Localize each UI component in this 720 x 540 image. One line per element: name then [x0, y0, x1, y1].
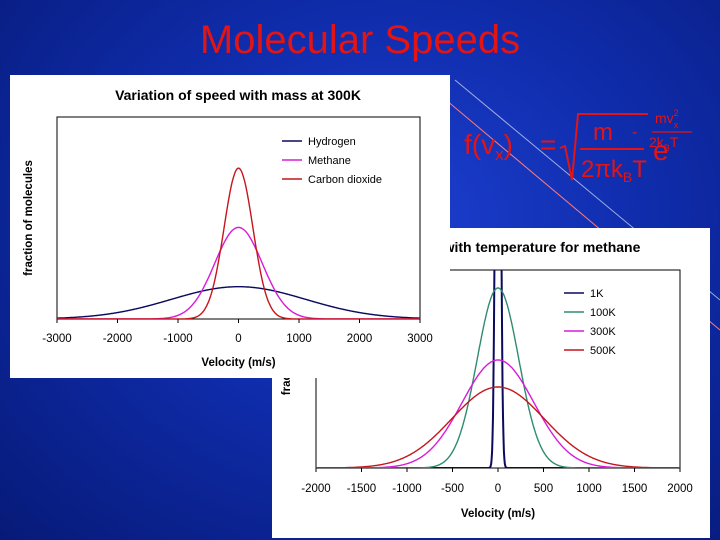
svg-text:2πkBT: 2πkBT — [581, 156, 647, 185]
svg-text:2kBT: 2kBT — [649, 134, 679, 153]
x-tick-label: 2000 — [347, 333, 373, 345]
x-tick-label: 500 — [534, 483, 553, 495]
speed-distribution-formula: f(vx) = m 2πkBT e - mv2 x 2kBT — [464, 108, 692, 185]
formula-denominator-tail: T — [632, 156, 647, 183]
series-group — [57, 167, 420, 319]
x-tick-label: 0 — [235, 333, 241, 345]
x-tick-label: -2000 — [301, 483, 330, 495]
formula-exp-sign: - — [632, 124, 637, 141]
chart-title: with temperature for methane — [443, 239, 641, 255]
chart-panel-mass: Variation of speed with mass at 300K -300… — [10, 75, 450, 378]
series-line-500k — [316, 386, 680, 468]
series-line-100k — [316, 287, 680, 468]
slide-title: Molecular Speeds — [199, 18, 521, 62]
formula-numerator: m — [593, 119, 613, 146]
x-tick-label: 2000 — [667, 483, 693, 495]
legend-label: Hydrogen — [308, 136, 356, 148]
legend-label: Carbon dioxide — [308, 174, 382, 186]
legend-label: 100K — [590, 307, 616, 319]
series-line-methane — [57, 226, 420, 319]
chart-title: Variation of speed with mass at 300K — [115, 87, 361, 103]
x-tick-label: -1000 — [392, 483, 421, 495]
x-tick-label: -500 — [441, 483, 464, 495]
formula-exp-sup: 2 — [674, 108, 679, 118]
formula-lhs-close: ) — [504, 129, 513, 160]
x-tick-label: -2000 — [103, 333, 132, 345]
formula-denominator: 2πk — [581, 156, 624, 183]
x-axis-label: Velocity (m/s) — [461, 508, 535, 520]
legend-label: 300K — [590, 326, 616, 338]
formula-equals: = — [540, 129, 556, 160]
legend-label: Methane — [308, 155, 351, 167]
legend-label: 500K — [590, 345, 616, 357]
formula-exp-numerator: mv — [655, 110, 674, 126]
legend-label: 1K — [590, 288, 604, 300]
chart-mass: Variation of speed with mass at 300K -300… — [23, 87, 433, 369]
svg-text:f(vx): f(vx) — [464, 129, 513, 164]
series-line-hydrogen — [57, 285, 420, 319]
x-tick-label: 1000 — [286, 333, 312, 345]
x-tick-label: 0 — [495, 483, 501, 495]
formula-denominator-sub: B — [623, 169, 632, 185]
formula-exp-denominator-tail: T — [670, 134, 679, 150]
series-group — [316, 270, 680, 468]
formula-exp-denominator-sub: B — [664, 143, 670, 153]
formula-exp-sub: x — [674, 120, 679, 130]
x-tick-label: -3000 — [42, 333, 71, 345]
series-line-carbon-dioxide — [57, 167, 420, 319]
series-line-300k — [316, 359, 680, 468]
plot-area-frame — [56, 116, 421, 320]
formula-exp-base: e — [653, 135, 669, 166]
formula-lhs: f(v — [464, 129, 495, 160]
x-tick-label: 1500 — [622, 483, 648, 495]
x-axis-label: Velocity (m/s) — [201, 357, 275, 369]
x-tick-label: 3000 — [407, 333, 433, 345]
x-tick-label: -1000 — [163, 333, 192, 345]
x-tick-label: -1500 — [347, 483, 376, 495]
y-axis-label: fraction of molecules — [23, 160, 35, 276]
formula-lhs-sub: x — [495, 145, 504, 164]
formula-exp-denominator: 2k — [649, 134, 665, 150]
x-tick-label: 1000 — [576, 483, 602, 495]
